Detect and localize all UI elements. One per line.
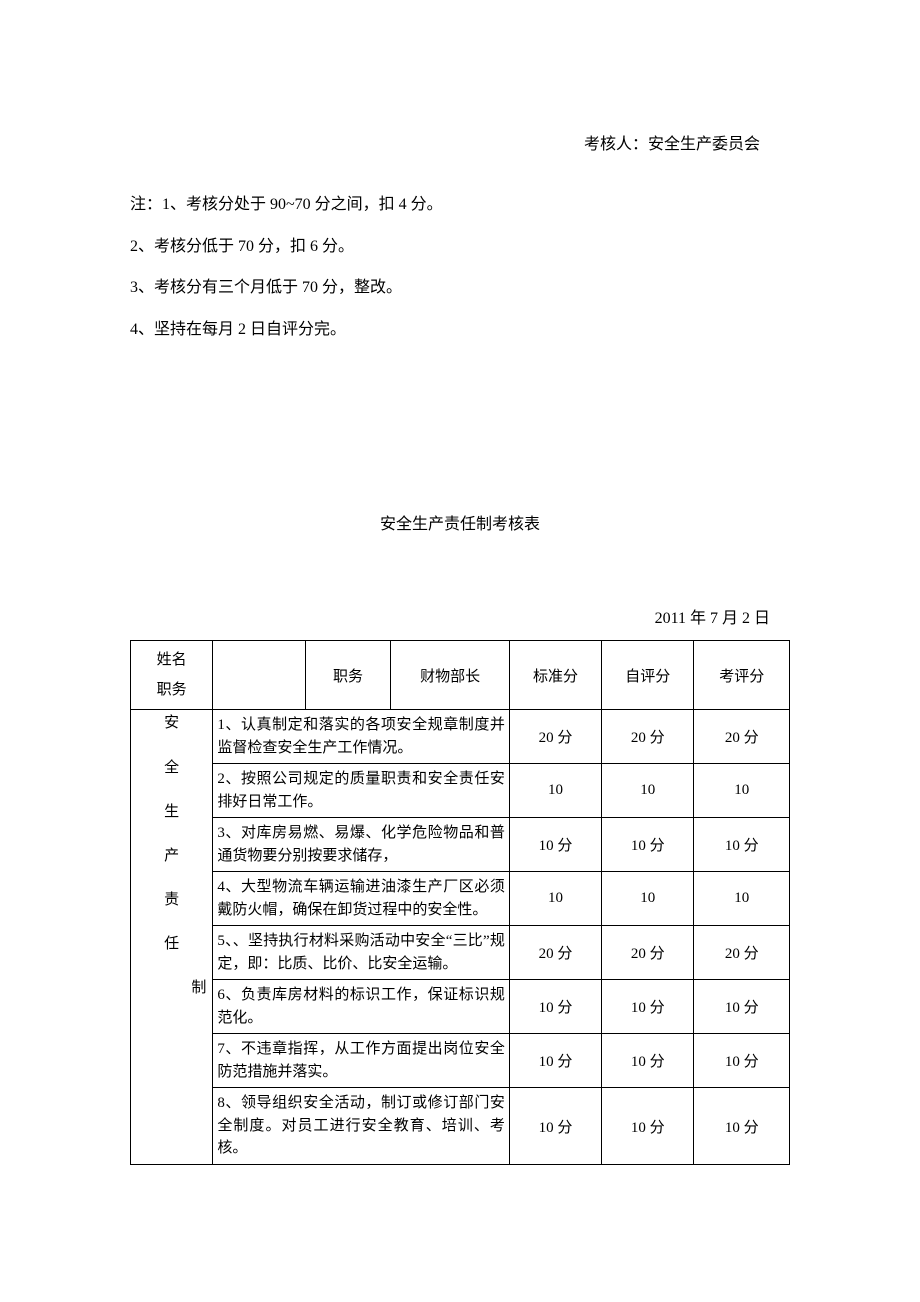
row-review: 10 <box>694 872 790 926</box>
row-self: 20 分 <box>602 710 694 764</box>
table-row: 5、、坚持执行材料采购活动中安全“三比”规定，即：比质、比价、比安全运输。 20… <box>131 926 790 980</box>
row-self: 10 <box>602 872 694 926</box>
row-desc: 4、大型物流车辆运输进油漆生产厂区必须戴防火帽，确保在卸货过程中的安全性。 <box>213 872 510 926</box>
table-row: 3、对库房易燃、易爆、化学危险物品和普通货物要分别按要求储存， 10 分 10 … <box>131 818 790 872</box>
side-char: 任 <box>164 937 179 952</box>
header-review: 考评分 <box>694 641 790 710</box>
row-desc: 7、不违章指挥，从工作方面提出岗位安全防范措施并落实。 <box>213 1034 510 1088</box>
side-char: 产 <box>164 849 179 864</box>
row-review: 10 分 <box>694 980 790 1034</box>
reviewer-label: 考核人： <box>584 136 648 153</box>
row-std: 10 分 <box>509 980 601 1034</box>
assessment-table: 姓名 职务 职务 财物部长 标准分 自评分 考评分 安 全 生 产 责 任 制 <box>130 640 790 1165</box>
name-top: 姓名 <box>157 652 187 668</box>
row-desc: 8、领导组织安全活动，制订或修订部门安全制度。对员工进行安全教育、培训、考核。 <box>213 1088 510 1165</box>
row-review: 10 分 <box>694 1034 790 1088</box>
side-label: 安 全 生 产 责 任 制 <box>133 716 210 996</box>
table-row: 6、负责库房材料的标识工作，保证标识规范化。 10 分 10 分 10 分 <box>131 980 790 1034</box>
row-self: 10 <box>602 764 694 818</box>
header-row: 姓名 职务 职务 财物部长 标准分 自评分 考评分 <box>131 641 790 710</box>
header-name-cell: 姓名 职务 <box>131 641 213 710</box>
side-char: 制 <box>191 981 210 996</box>
side-label-cell: 安 全 生 产 责 任 制 <box>131 710 213 1165</box>
note-3: 3、考核分有三个月低于 70 分，整改。 <box>130 267 790 309</box>
row-std: 10 <box>509 872 601 926</box>
reviewer-line: 考核人：安全生产委员会 <box>130 130 790 154</box>
row-std: 20 分 <box>509 710 601 764</box>
header-self: 自评分 <box>602 641 694 710</box>
row-desc: 5、、坚持执行材料采购活动中安全“三比”规定，即：比质、比价、比安全运输。 <box>213 926 510 980</box>
row-self: 10 分 <box>602 818 694 872</box>
note-4: 4、坚持在每月 2 日自评分完。 <box>130 309 790 351</box>
document-page: 考核人：安全生产委员会 注：1、考核分处于 90~70 分之间，扣 4 分。 2… <box>0 0 920 1225</box>
date-line: 2011 年 7 月 2 日 <box>130 604 790 628</box>
header-blank <box>213 641 305 710</box>
table-row: 8、领导组织安全活动，制订或修订部门安全制度。对员工进行安全教育、培训、考核。 … <box>131 1088 790 1165</box>
row-desc: 1、认真制定和落实的各项安全规章制度并监督检查安全生产工作情况。 <box>213 710 510 764</box>
reviewer-value: 安全生产委员会 <box>648 136 760 153</box>
row-review: 10 分 <box>694 1088 790 1165</box>
row-review: 20 分 <box>694 926 790 980</box>
table-row: 2、按照公司规定的质量职责和安全责任安排好日常工作。 10 10 10 <box>131 764 790 818</box>
side-char: 全 <box>164 761 179 776</box>
row-review: 10 <box>694 764 790 818</box>
table-row: 安 全 生 产 责 任 制 1、认真制定和落实的各项安全规章制度并监督检查安全生… <box>131 710 790 764</box>
row-desc: 3、对库房易燃、易爆、化学危险物品和普通货物要分别按要求储存， <box>213 818 510 872</box>
row-self: 10 分 <box>602 1088 694 1165</box>
row-review: 20 分 <box>694 710 790 764</box>
row-self: 10 分 <box>602 980 694 1034</box>
row-std: 10 分 <box>509 1034 601 1088</box>
table-row: 4、大型物流车辆运输进油漆生产厂区必须戴防火帽，确保在卸货过程中的安全性。 10… <box>131 872 790 926</box>
side-char: 安 <box>164 716 179 731</box>
row-std: 20 分 <box>509 926 601 980</box>
section-title: 安全生产责任制考核表 <box>130 510 790 534</box>
row-desc: 2、按照公司规定的质量职责和安全责任安排好日常工作。 <box>213 764 510 818</box>
name-bottom: 职务 <box>157 682 187 698</box>
row-self: 10 分 <box>602 1034 694 1088</box>
note-1: 注：1、考核分处于 90~70 分之间，扣 4 分。 <box>130 184 790 226</box>
header-post-label: 职务 <box>305 641 391 710</box>
row-desc: 6、负责库房材料的标识工作，保证标识规范化。 <box>213 980 510 1034</box>
row-self: 20 分 <box>602 926 694 980</box>
note-2: 2、考核分低于 70 分，扣 6 分。 <box>130 226 790 268</box>
side-char: 生 <box>164 805 179 820</box>
header-post-value: 财物部长 <box>391 641 510 710</box>
row-std: 10 分 <box>509 1088 601 1165</box>
header-std: 标准分 <box>509 641 601 710</box>
table-row: 7、不违章指挥，从工作方面提出岗位安全防范措施并落实。 10 分 10 分 10… <box>131 1034 790 1088</box>
row-std: 10 分 <box>509 818 601 872</box>
row-std: 10 <box>509 764 601 818</box>
side-char: 责 <box>164 893 179 908</box>
row-review: 10 分 <box>694 818 790 872</box>
